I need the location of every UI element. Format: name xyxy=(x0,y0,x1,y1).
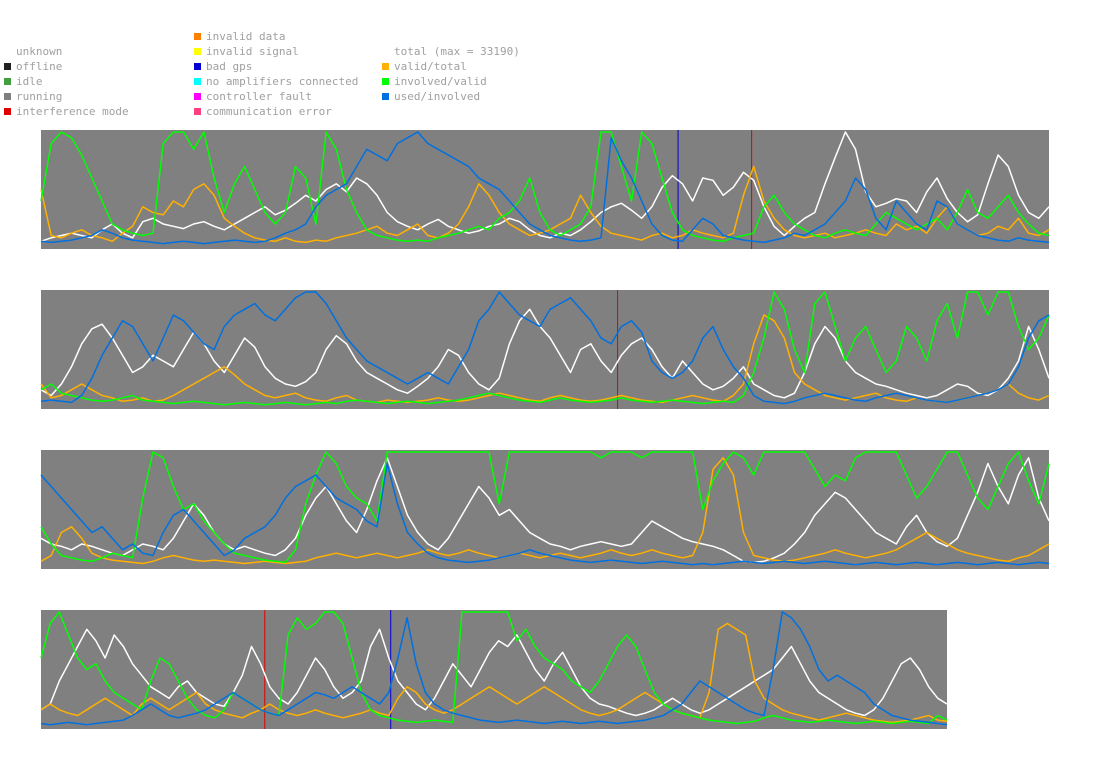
legend-entry-status-1: offline xyxy=(4,59,129,74)
legend-entry-status-3: running xyxy=(4,89,129,104)
legend-label: invalid signal xyxy=(206,45,299,58)
series-line-involved-valid xyxy=(40,291,1050,406)
legend-label: used/involved xyxy=(394,90,481,103)
legend-entry-status-2: idle xyxy=(4,74,129,89)
series-line-valid-total xyxy=(40,314,1050,404)
legend-label: bad gps xyxy=(206,60,253,73)
legend-swatch xyxy=(4,63,11,70)
legend-swatch xyxy=(4,93,11,100)
legend-label: invalid data xyxy=(206,30,286,43)
legend-entry-errors-5: communication error xyxy=(194,104,358,119)
legend-swatch xyxy=(382,63,389,70)
series-line-total xyxy=(40,457,1050,564)
legend-swatch xyxy=(194,108,201,115)
series-line-used-involved xyxy=(40,462,1050,566)
legend-entry-errors-2: bad gps xyxy=(194,59,358,74)
legend-status: unknown offline idle running interference mo… xyxy=(4,44,129,119)
legend-swatch xyxy=(194,33,201,40)
legend-entry-ratios-0: total (max = 33190) xyxy=(382,44,520,59)
panel-background xyxy=(41,610,947,729)
legend-swatch xyxy=(4,78,11,85)
series-line-involved-valid xyxy=(40,131,1050,243)
legend-swatch xyxy=(382,78,389,85)
legend-entry-errors-0: invalid data xyxy=(194,29,358,44)
chart-panel-2 xyxy=(40,290,1050,409)
chart-panel-4 xyxy=(40,610,948,729)
legend-entry-ratios-1: valid/total xyxy=(382,59,520,74)
series-line-involved-valid xyxy=(40,611,948,725)
series-line-used-involved xyxy=(40,611,948,726)
legend-label: controller fault xyxy=(206,90,312,103)
legend-swatch xyxy=(194,78,201,85)
legend-swatch xyxy=(382,93,389,100)
legend-label: offline xyxy=(16,60,63,73)
legend-entry-errors-1: invalid signal xyxy=(194,44,358,59)
legend-swatch xyxy=(4,48,11,55)
series-line-valid-total xyxy=(40,165,1050,244)
chart-panel-3 xyxy=(40,450,1050,569)
series-line-used-involved xyxy=(40,291,1050,405)
series-line-total xyxy=(40,628,948,717)
legend-label: idle xyxy=(16,75,43,88)
panel-background xyxy=(41,450,1049,569)
legend-label: involved/valid xyxy=(394,75,487,88)
legend-entry-status-4: interference mode xyxy=(4,104,129,119)
series-line-used-involved xyxy=(40,131,1050,245)
legend-entry-ratios-3: used/involved xyxy=(382,89,520,104)
series-line-valid-total xyxy=(40,457,1050,565)
legend-label: interference mode xyxy=(16,105,129,118)
legend-errors: invalid data invalid signal bad gps no ampl… xyxy=(194,29,358,119)
chart-panel-1 xyxy=(40,130,1050,249)
legend-ratios: total (max = 33190) valid/total involved/v… xyxy=(382,44,520,104)
panel-background xyxy=(41,290,1049,409)
legend-entry-ratios-2: involved/valid xyxy=(382,74,520,89)
legend-label: no amplifiers connected xyxy=(206,75,359,88)
series-line-valid-total xyxy=(40,622,948,724)
legend-label: total (max = 33190) xyxy=(394,45,520,58)
legend-entry-errors-4: controller fault xyxy=(194,89,358,104)
legend-entry-errors-3: no amplifiers connected xyxy=(194,74,358,89)
legend-swatch xyxy=(194,63,201,70)
legend-label: communication error xyxy=(206,105,332,118)
legend-label: unknown xyxy=(16,45,63,58)
legend-label: valid/total xyxy=(394,60,467,73)
series-line-total xyxy=(40,131,1050,243)
legend-swatch xyxy=(4,108,11,115)
legend-entry-status-0: unknown xyxy=(4,44,129,59)
legend-label: running xyxy=(16,90,63,103)
series-line-total xyxy=(40,308,1050,399)
legend-swatch xyxy=(194,48,201,55)
legend-swatch xyxy=(194,93,201,100)
series-line-involved-valid xyxy=(40,451,1050,564)
